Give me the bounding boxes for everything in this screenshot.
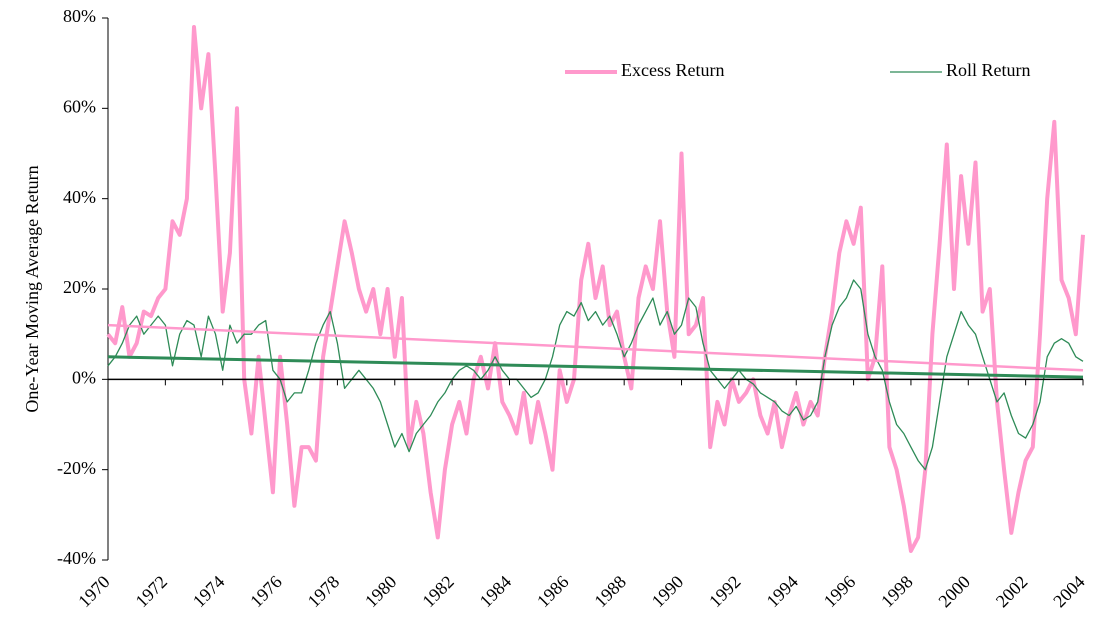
x-tick-label: 1970 xyxy=(74,572,114,612)
y-tick-label: 80% xyxy=(63,6,96,26)
y-tick-label: -40% xyxy=(57,548,96,568)
x-tick-label: 1990 xyxy=(648,572,688,612)
x-tick-label: 1982 xyxy=(418,572,458,612)
x-tick-label: 1976 xyxy=(246,572,286,612)
x-tick-label: 1980 xyxy=(361,572,401,612)
x-tick-label: 1972 xyxy=(132,572,172,612)
y-tick-label: 20% xyxy=(63,277,96,297)
series-line xyxy=(107,279,1084,471)
x-tick-label: 1992 xyxy=(705,572,745,612)
x-tick-label: 1984 xyxy=(476,572,516,612)
x-tick-label: 2002 xyxy=(992,572,1032,612)
y-tick-label: 60% xyxy=(63,96,96,116)
x-tick-label: 2000 xyxy=(934,572,974,612)
x-tick-label: 1994 xyxy=(762,572,802,612)
x-tick-label: 1986 xyxy=(533,572,573,612)
x-tick-label: 1978 xyxy=(304,572,344,612)
trend-line xyxy=(107,323,1084,372)
x-tick-label: 2004 xyxy=(1049,572,1089,612)
x-tick-label: 1988 xyxy=(590,572,630,612)
legend-label: Roll Return xyxy=(946,60,1031,80)
x-tick-label: 1974 xyxy=(189,572,229,612)
legend-label: Excess Return xyxy=(621,60,724,80)
y-tick-label: 40% xyxy=(63,187,96,207)
x-tick-label: 1996 xyxy=(820,572,860,612)
y-tick-label: -20% xyxy=(57,458,96,478)
trend-line xyxy=(107,355,1084,379)
y-tick-label: 0% xyxy=(72,367,96,387)
y-axis-title: One-Year Moving Average Return xyxy=(22,165,42,412)
series-line xyxy=(106,25,1085,553)
x-tick-label: 1998 xyxy=(877,572,917,612)
